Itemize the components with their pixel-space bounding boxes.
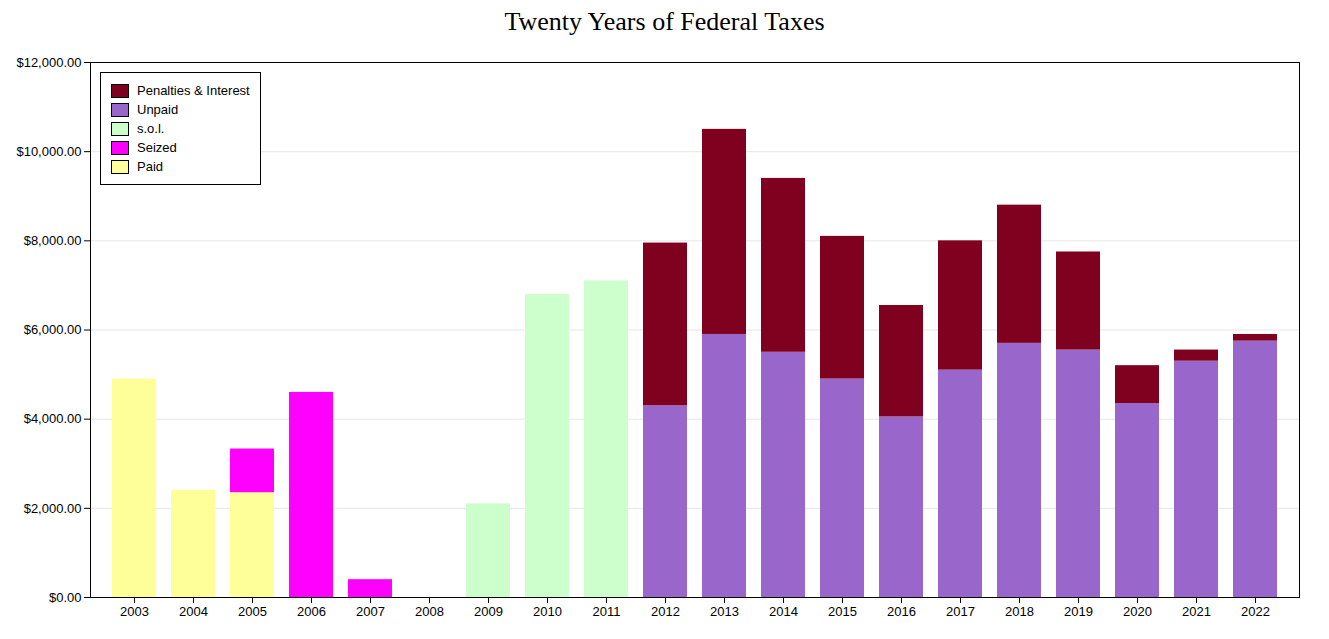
svg-text:2008: 2008: [415, 604, 444, 619]
svg-text:2006: 2006: [297, 604, 326, 619]
svg-text:2018: 2018: [1005, 604, 1034, 619]
svg-text:2020: 2020: [1123, 604, 1152, 619]
svg-text:2014: 2014: [769, 604, 798, 619]
svg-text:$8,000.00: $8,000.00: [24, 233, 82, 248]
html-text:Unpaid: Unpaid: [137, 102, 179, 117]
svg-text:2004: 2004: [179, 604, 208, 619]
svg-text:2019: 2019: [1064, 604, 1093, 619]
html-text:s.o.l.: s.o.l.: [137, 121, 165, 136]
svg-text:2010: 2010: [533, 604, 562, 619]
html-text:Seized: Seized: [137, 140, 177, 155]
svg-text:$12,000.00: $12,000.00: [16, 55, 81, 70]
svg-text:2016: 2016: [887, 604, 916, 619]
svg-text:2015: 2015: [828, 604, 857, 619]
svg-text:2022: 2022: [1241, 604, 1270, 619]
svg-text:2009: 2009: [474, 604, 503, 619]
svg-text:$10,000.00: $10,000.00: [16, 144, 81, 159]
html-text:Paid: Paid: [137, 159, 163, 174]
svg-text:2017: 2017: [946, 604, 975, 619]
html-text:Twenty Years of Federal Taxes: Twenty Years of Federal Taxes: [504, 7, 825, 36]
svg-text:2021: 2021: [1182, 604, 1211, 619]
svg-text:$4,000.00: $4,000.00: [24, 411, 82, 426]
svg-text:$2,000.00: $2,000.00: [24, 500, 82, 515]
svg-text:2011: 2011: [593, 604, 621, 619]
svg-text:2012: 2012: [651, 604, 680, 619]
svg-text:2013: 2013: [710, 604, 739, 619]
html-text:Penalties & Interest: Penalties & Interest: [137, 83, 250, 98]
svg-text:$0.00: $0.00: [49, 590, 82, 605]
svg-text:2005: 2005: [238, 604, 267, 619]
svg-text:2007: 2007: [356, 604, 385, 619]
svg-text:$6,000.00: $6,000.00: [24, 322, 82, 337]
svg-text:2003: 2003: [120, 604, 149, 619]
